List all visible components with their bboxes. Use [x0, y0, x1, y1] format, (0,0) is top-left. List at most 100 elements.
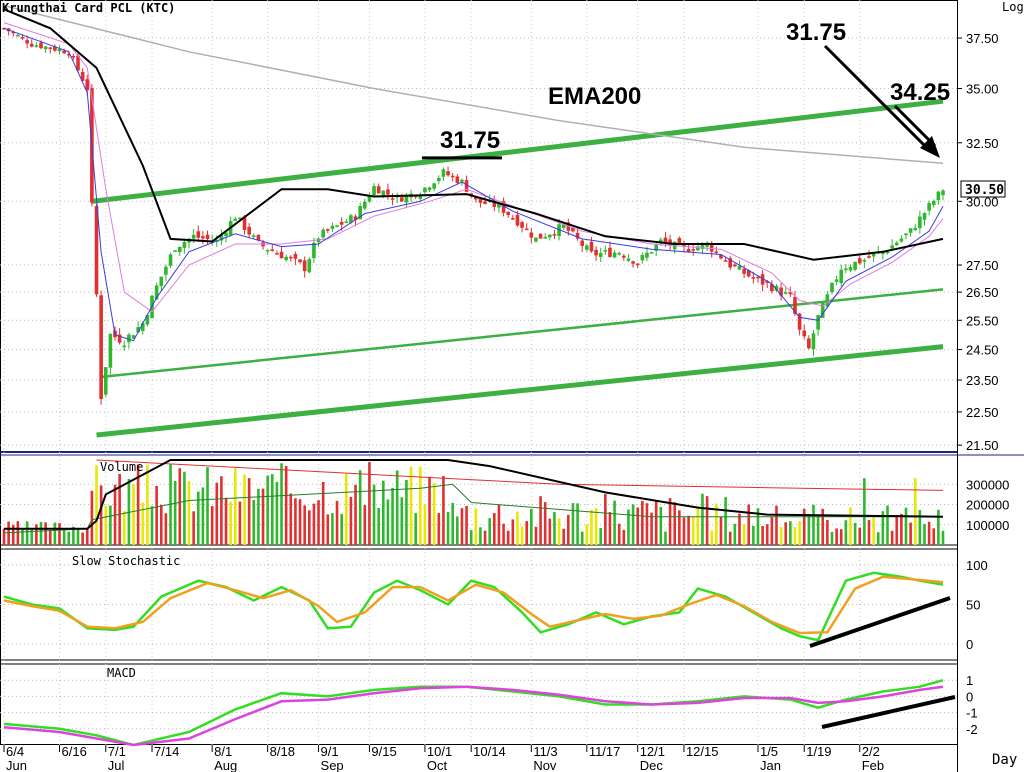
- price-tick-label: 35.00: [966, 82, 999, 97]
- candle-body: [427, 187, 432, 191]
- candle-body: [358, 205, 362, 220]
- arrow-line: [893, 104, 937, 148]
- volume-bar: [645, 503, 649, 545]
- target-label: 34.25: [890, 79, 950, 106]
- volume-bar: [733, 523, 737, 545]
- stochastic-tick-label: 50: [966, 598, 980, 613]
- candle-body: [746, 270, 751, 277]
- volume-bar: [752, 525, 755, 545]
- volume-bar: [904, 507, 908, 545]
- volume-bar: [530, 508, 533, 545]
- volume-bar: [876, 532, 880, 545]
- volume-bar: [298, 499, 302, 545]
- volume-bar: [81, 532, 84, 545]
- moving-averages: [3, 4, 944, 342]
- volume-bar: [456, 516, 459, 545]
- candle-body: [691, 249, 696, 251]
- volume-bar: [409, 466, 413, 545]
- month-label: Sep: [321, 758, 344, 772]
- date-tick-label: 1/19: [806, 744, 831, 759]
- candle-body: [372, 186, 376, 196]
- candle-body: [511, 218, 515, 220]
- candle-body: [793, 296, 797, 314]
- month-label: Aug: [214, 758, 237, 772]
- candle-body: [450, 175, 455, 178]
- volume-bar: [243, 474, 246, 545]
- candle-body: [34, 45, 39, 47]
- macd-signal-line: [3, 685, 944, 747]
- candle-body: [936, 191, 941, 201]
- volume-bar: [67, 531, 71, 545]
- volume-bar: [765, 524, 769, 545]
- volume-bar: [21, 528, 24, 545]
- candle-body: [561, 224, 566, 228]
- volume-bar: [95, 465, 98, 545]
- volume-tick-label: 300000: [966, 477, 1009, 492]
- volume-bar: [7, 521, 10, 545]
- volume-bar: [395, 470, 399, 545]
- volume-bar: [664, 531, 667, 545]
- candle-body: [127, 334, 131, 343]
- volume-bar: [307, 510, 311, 545]
- candle-body: [816, 315, 820, 330]
- volume-bar: [206, 467, 209, 545]
- volume-bar: [312, 503, 316, 545]
- volume-bar: [580, 531, 584, 545]
- candle-body: [201, 236, 205, 239]
- volume-bar: [159, 504, 163, 545]
- volume-bar: [187, 481, 191, 545]
- candle-body: [25, 40, 29, 44]
- candle-body: [173, 250, 177, 252]
- volume-bar: [155, 486, 158, 545]
- candle-body: [103, 367, 108, 395]
- candle-body: [53, 46, 57, 51]
- ema-blue-line: [3, 27, 944, 342]
- macd-tick-label: -2: [966, 722, 978, 737]
- period-label: Day: [992, 752, 1017, 768]
- volume-bar: [238, 501, 242, 545]
- volume-bar: [321, 481, 325, 545]
- month-label: Jan: [760, 758, 781, 772]
- volume-bar: [196, 491, 200, 545]
- candle-body: [108, 333, 113, 368]
- candle-body: [825, 294, 830, 307]
- volume-bar: [650, 512, 653, 545]
- volume-bar: [761, 526, 764, 545]
- volume-bar: [331, 513, 334, 545]
- candle-body: [233, 218, 238, 221]
- candle-body: [649, 252, 654, 254]
- date-tick-label: 7/14: [154, 744, 179, 759]
- volume-bar: [594, 508, 598, 545]
- volume-bar: [428, 476, 431, 545]
- candle-body: [131, 335, 136, 339]
- volume-bar: [44, 522, 47, 545]
- price-tick-label: 37.50: [966, 31, 999, 46]
- candle-body: [589, 241, 594, 252]
- volume-bar: [900, 513, 903, 545]
- volume-bar: [844, 520, 848, 545]
- candle-body: [783, 292, 788, 294]
- candle-body: [80, 71, 85, 81]
- volume-bar: [613, 500, 616, 545]
- volume-bar: [710, 530, 714, 545]
- candle-body: [862, 259, 867, 262]
- volume-bar: [576, 503, 579, 545]
- candle-body: [575, 232, 580, 239]
- candle-body: [376, 186, 381, 194]
- volume-bar: [405, 479, 408, 545]
- volume-bar: [257, 488, 260, 545]
- volume-bar: [895, 515, 899, 545]
- candle-body: [159, 276, 164, 287]
- candle-body: [275, 253, 279, 255]
- candle-body: [659, 239, 663, 242]
- volume-bar: [567, 514, 570, 545]
- volume-bar: [590, 509, 593, 545]
- date-axis: 6/4 6/16 7/1 7/14 8/1 8/18 9/1 9/15 10/1 10/14 11/…: [3, 744, 884, 772]
- date-tick-label: 11/3: [533, 744, 557, 759]
- date-tick-label: 6/16: [62, 744, 87, 759]
- candle-body: [918, 216, 922, 229]
- volume-bar: [571, 503, 575, 545]
- volume-bar: [233, 468, 237, 545]
- ema-black-line: [3, 8, 944, 261]
- candle-body: [742, 269, 746, 274]
